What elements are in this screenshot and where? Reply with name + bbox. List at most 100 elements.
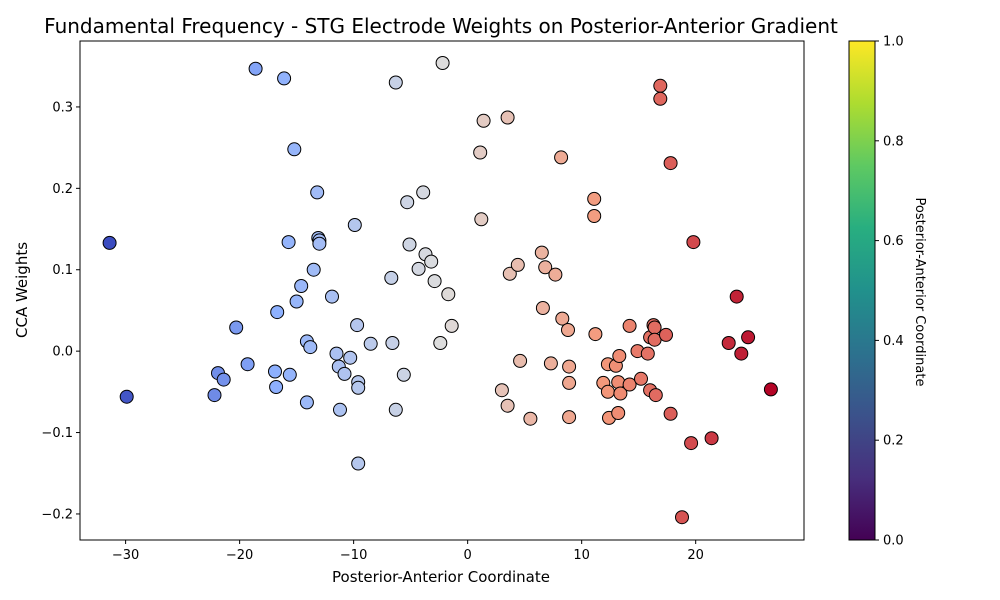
data-point [102, 235, 117, 250]
data-point [347, 218, 362, 232]
data-point [310, 185, 325, 200]
data-point [294, 279, 309, 293]
colorbar-tick-label: 0.4 [883, 334, 904, 349]
y-tick-label: 0.3 [52, 100, 73, 115]
data-point [351, 456, 366, 471]
data-point [207, 388, 222, 403]
data-point [686, 235, 701, 250]
data-point [424, 254, 439, 269]
data-point [548, 267, 563, 282]
data-point [337, 366, 352, 381]
data-point [587, 209, 602, 223]
data-point [562, 375, 577, 390]
y-tick-label: −0.2 [41, 507, 73, 522]
data-point [734, 346, 749, 361]
data-point [721, 336, 736, 350]
x-tick-label: 10 [573, 548, 590, 563]
data-point [648, 388, 663, 403]
data-point [473, 145, 488, 160]
data-point [282, 367, 297, 382]
colorbar-tick-label: 1.0 [883, 35, 904, 50]
data-point [270, 305, 285, 320]
data-point [622, 377, 637, 392]
data-point [306, 262, 321, 277]
data-point [343, 350, 358, 365]
data-point [411, 261, 426, 276]
data-point [675, 510, 689, 525]
data-point [554, 150, 569, 165]
data-point [611, 375, 626, 390]
data-point [600, 384, 615, 399]
colorbar-tick-label: 0.8 [883, 134, 904, 149]
data-point [400, 195, 415, 210]
data-point [653, 91, 668, 106]
data-point [612, 349, 627, 363]
x-tick-label: 0 [464, 548, 472, 563]
data-point [494, 383, 509, 398]
colorbar: 0.0 0.2 0.4 0.6 0.8 1.0 Posterior-Anterior Co… [848, 35, 927, 549]
plot-area: −30 −20 −10 0 10 20 −0.2 −0.1 0.0 0.1 0.2 0.3 [41, 40, 805, 563]
data-point [396, 367, 411, 382]
data-point [216, 372, 231, 387]
colorbar-label: Posterior-Anterior Coordinate [912, 198, 927, 387]
data-point [611, 406, 626, 420]
data-point [510, 257, 525, 272]
y-tick-label: −0.1 [41, 426, 73, 441]
data-point [388, 75, 403, 90]
data-point [587, 191, 602, 206]
data-point [277, 71, 292, 86]
data-point [523, 411, 538, 426]
data-point [312, 236, 327, 251]
y-tick-label: 0.1 [52, 263, 73, 278]
data-point [435, 56, 450, 70]
y-tick-label: 0.0 [52, 345, 73, 360]
data-point [384, 270, 399, 285]
data-point [427, 274, 442, 289]
data-point [535, 301, 550, 315]
data-point [704, 431, 719, 446]
data-point [240, 357, 255, 372]
colorbar-tick-label: 0.0 [883, 534, 904, 549]
data-point [763, 382, 778, 397]
data-point [500, 398, 515, 413]
data-point [741, 330, 756, 345]
data-point [562, 410, 577, 425]
data-point [281, 235, 296, 250]
data-point [588, 327, 603, 342]
data-point [388, 402, 403, 417]
data-point [663, 406, 678, 421]
data-point [562, 359, 577, 374]
data-point [299, 395, 314, 410]
data-point [653, 78, 668, 93]
chart-title: Fundamental Frequency - STG Electrode We… [44, 14, 838, 38]
x-tick-label: −30 [112, 548, 139, 563]
x-axis-label: Posterior-Anterior Coordinate [332, 568, 550, 586]
x-tick-label: 20 [687, 548, 704, 563]
data-point [351, 380, 366, 395]
data-point [119, 389, 134, 404]
data-point [433, 336, 448, 350]
data-point [350, 318, 365, 333]
data-point [534, 245, 549, 260]
data-point [329, 346, 344, 361]
data-point [248, 61, 263, 76]
data-point [513, 353, 528, 368]
data-point [287, 142, 302, 157]
data-point [684, 436, 699, 451]
y-tick-label: 0.2 [52, 182, 73, 197]
y-axis-label: CCA Weights [13, 242, 31, 338]
data-point [561, 323, 575, 337]
data-point [729, 289, 744, 304]
data-point [269, 380, 284, 394]
data-point [268, 364, 282, 379]
colorbar-tick-label: 0.6 [883, 234, 904, 249]
data-point [640, 346, 655, 361]
data-point [538, 260, 553, 275]
data-point [663, 156, 678, 171]
data-point [659, 327, 673, 342]
data-point [325, 289, 339, 304]
data-point [622, 318, 637, 333]
data-point [613, 386, 628, 401]
data-point [444, 318, 459, 333]
